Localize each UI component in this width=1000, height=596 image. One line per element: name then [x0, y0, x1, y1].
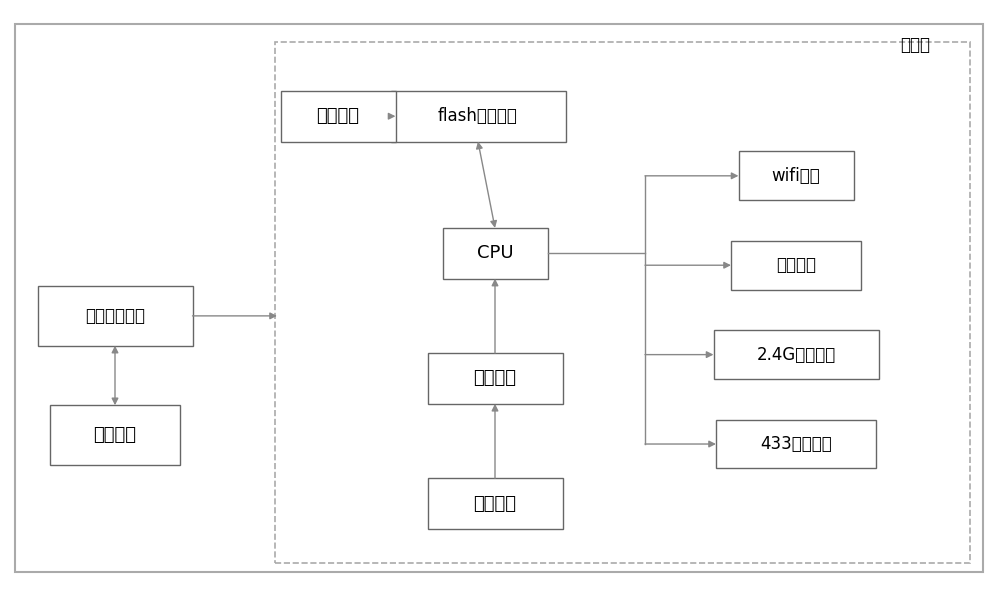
Bar	[442, 228, 548, 279]
Text: flash储存模块: flash储存模块	[438, 107, 518, 125]
Text: wifi模块: wifi模块	[772, 167, 820, 185]
Text: 功能模块: 功能模块	[474, 370, 516, 387]
Text: 电源管理模块: 电源管理模块	[85, 307, 145, 325]
Bar	[738, 151, 854, 200]
Text: 显示模块: 显示模块	[316, 107, 360, 125]
Text: 433无线模块: 433无线模块	[760, 435, 832, 453]
Bar	[714, 330, 879, 379]
Bar	[275, 42, 970, 563]
Text: 蓝牙模块: 蓝牙模块	[776, 256, 816, 274]
Bar	[390, 91, 566, 142]
Bar	[731, 241, 861, 290]
Bar	[38, 286, 192, 346]
Text: 遥控器: 遥控器	[900, 36, 930, 54]
Bar	[50, 405, 180, 465]
Text: 纽扣电池: 纽扣电池	[94, 426, 136, 444]
Text: CPU: CPU	[477, 244, 513, 262]
Text: 物理按键: 物理按键	[474, 495, 516, 513]
Bar	[716, 420, 876, 468]
Bar	[280, 91, 396, 142]
Bar	[428, 478, 562, 529]
Bar	[428, 353, 562, 404]
Text: 2.4G无线模块: 2.4G无线模块	[756, 346, 836, 364]
